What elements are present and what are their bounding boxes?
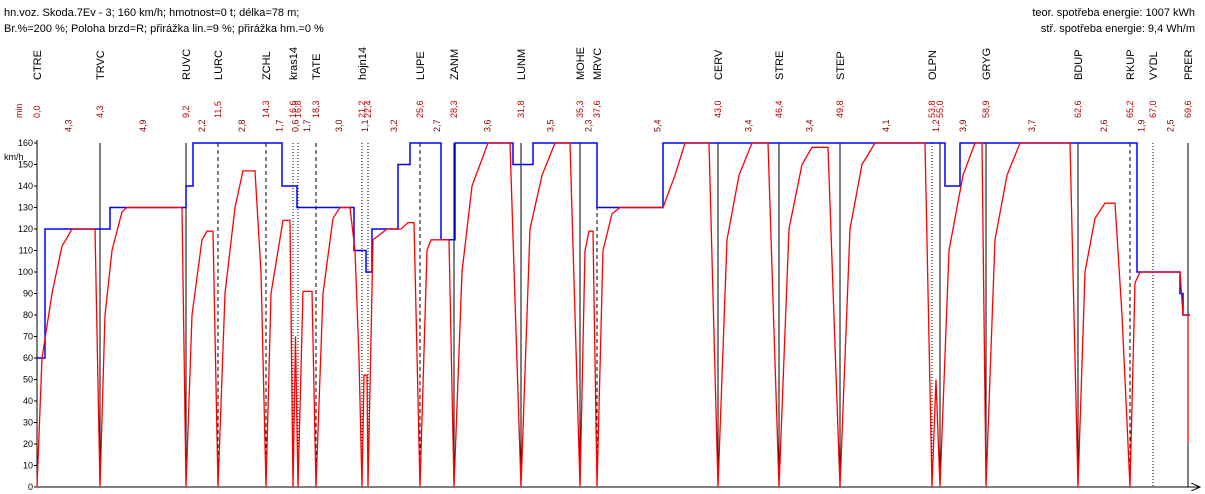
station-name: MOHE [575, 47, 587, 80]
station-time: 21,2 [357, 100, 367, 118]
segment-time: 2,5 [1166, 119, 1176, 132]
speed-line [36, 142, 1189, 488]
header-line: stř. spotřeba energie: 9,4 Wh/m [1041, 23, 1195, 35]
station-name: STEP [835, 51, 847, 80]
segment-time: 2,2 [197, 119, 207, 132]
station-name: PRER [1183, 49, 1195, 80]
segment-time: 3,6 [483, 119, 493, 132]
segment-time: 3,0 [334, 119, 344, 132]
station-time: 37,6 [592, 100, 602, 118]
segment-time: 4,1 [881, 119, 891, 132]
station-time: 11,5 [213, 101, 223, 118]
station-name: LURC [213, 50, 225, 80]
y-tick-label: 0 [28, 482, 33, 492]
y-tick-label: 70 [23, 332, 33, 342]
station-time: 49,8 [835, 100, 845, 118]
station-name: STRE [774, 51, 786, 80]
y-tick-label: 130 [18, 203, 33, 213]
station-time: 65,2 [1125, 100, 1135, 118]
y-tick-label: 100 [18, 267, 33, 277]
station-name: CTRE [32, 50, 44, 80]
y-tick-label: 110 [19, 246, 33, 256]
station-name: RUVC [181, 49, 193, 80]
station-time: 58,9 [981, 100, 991, 118]
station-time: 43,0 [713, 100, 723, 118]
station-time: 35,3 [575, 100, 585, 118]
y-tick-label: 120 [18, 224, 33, 234]
header-line: teor. spotřeba energie: 1007 kWh [1032, 7, 1195, 19]
station-time: 31,8 [516, 100, 526, 118]
segment-time: 3,2 [389, 119, 399, 132]
y-tick-label: 40 [23, 396, 33, 406]
y-tick-label: 140 [18, 181, 33, 191]
station-time: 14,3 [261, 100, 271, 118]
segment-time: 1,2 [931, 119, 941, 132]
time-label: min [14, 103, 24, 118]
segment-time: 1,7 [302, 119, 312, 132]
station-name: VYDL [1148, 51, 1160, 80]
segment-time: 4,3 [64, 119, 74, 132]
station-time: 67,0 [1148, 100, 1158, 118]
station-time: 62,6 [1073, 100, 1083, 118]
station-name: MRVC [592, 48, 604, 80]
y-tick-label: 160 [18, 138, 33, 148]
y-tick-label: 50 [23, 375, 33, 385]
station-name: GRYG [981, 48, 993, 80]
segment-time: 2,3 [584, 119, 594, 132]
station-time: 28,3 [449, 100, 459, 118]
speed-limit-line [37, 142, 1190, 359]
header-line: hn.voz. Skoda.7Ev - 3; 160 km/h; hmotnos… [4, 7, 299, 19]
station-time: 4,3 [95, 105, 105, 118]
station-name: LUPE [415, 51, 427, 80]
station-time: 55,0 [935, 100, 945, 118]
station-time: 16,6 [288, 100, 298, 118]
station-name: RKUP [1125, 49, 1137, 80]
station-name: kras14 [288, 47, 300, 80]
station-time: 0,0 [32, 105, 42, 118]
segment-time: 3,5 [546, 119, 556, 132]
y-tick-label: 20 [23, 439, 33, 449]
station-time: 46,4 [774, 100, 784, 118]
station-name: OLPN [927, 50, 939, 80]
segment-time: 1,1 [360, 119, 370, 132]
station-name: TRVC [95, 50, 107, 80]
y-tick-label: 150 [18, 160, 33, 170]
segment-time: 3,4 [744, 119, 754, 132]
segment-time: 2,8 [237, 119, 247, 132]
segment-time: 1,7 [275, 119, 285, 132]
station-name: TATE [311, 54, 323, 80]
station-time: 22,4 [363, 100, 373, 118]
station-time: 53,8 [927, 100, 937, 118]
station-name: BDUP [1073, 49, 1085, 80]
y-tick-label: 10 [23, 461, 33, 471]
segment-time: 5,4 [653, 119, 663, 132]
segment-time: 4,9 [138, 119, 148, 132]
station-time: 69,6 [1183, 100, 1193, 118]
y-tick-label: 60 [23, 353, 33, 363]
station-time: 16,8 [293, 100, 303, 118]
station-time: 25,6 [415, 100, 425, 118]
station-name: ZCHL [261, 51, 273, 80]
station-name: CERV [713, 49, 725, 80]
station-name: ZANM [449, 49, 461, 80]
station-time: 18,3 [311, 100, 321, 118]
y-tick-label: 30 [23, 418, 33, 428]
segment-time: 2,7 [432, 119, 442, 132]
y-tick-label: 80 [23, 310, 33, 320]
segment-time: 3,7 [1027, 119, 1037, 132]
header-line: Br.%=200 %; Poloha brzd=R; přirážka lin.… [4, 23, 324, 35]
segment-time: 3,9 [958, 119, 968, 132]
segment-time: 0,6 [291, 119, 301, 132]
segment-time: 2,6 [1099, 119, 1109, 132]
segment-time: 1,9 [1137, 119, 1147, 132]
y-tick-label: 90 [23, 289, 33, 299]
y-axis-label: km/h [4, 152, 24, 162]
station-name: hojn14 [357, 47, 369, 80]
segment-time: 3,4 [805, 119, 815, 132]
station-name: LUNM [516, 49, 528, 80]
station-time: 9,2 [181, 105, 191, 118]
